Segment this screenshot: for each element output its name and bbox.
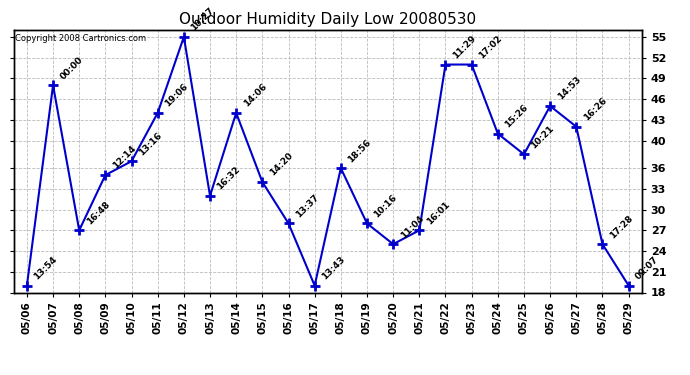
Text: 16:01: 16:01: [425, 200, 451, 226]
Text: 10:16: 10:16: [373, 193, 399, 219]
Text: 14:20: 14:20: [268, 151, 295, 178]
Text: 14:53: 14:53: [555, 75, 582, 102]
Text: 16:48: 16:48: [85, 200, 112, 226]
Text: 10:21: 10:21: [529, 124, 556, 150]
Text: 12:14: 12:14: [111, 144, 137, 171]
Text: 13:37: 13:37: [294, 192, 321, 219]
Text: 17:02: 17:02: [477, 34, 504, 60]
Text: 16:26: 16:26: [582, 96, 609, 123]
Text: 09:07: 09:07: [634, 255, 661, 281]
Text: 17:28: 17:28: [608, 213, 635, 240]
Title: Outdoor Humidity Daily Low 20080530: Outdoor Humidity Daily Low 20080530: [179, 12, 476, 27]
Text: 15:26: 15:26: [504, 103, 530, 129]
Text: 14:06: 14:06: [241, 82, 268, 109]
Text: 11:29: 11:29: [451, 34, 477, 60]
Text: 11:04: 11:04: [399, 213, 425, 240]
Text: 18:56: 18:56: [346, 137, 373, 164]
Text: 13:16: 13:16: [137, 130, 164, 157]
Text: 13:54: 13:54: [32, 255, 59, 281]
Text: 19:06: 19:06: [164, 82, 190, 109]
Text: 16:32: 16:32: [215, 165, 242, 192]
Text: 10:27: 10:27: [190, 6, 216, 33]
Text: 00:00: 00:00: [59, 55, 85, 81]
Text: 13:43: 13:43: [320, 255, 347, 281]
Text: Copyright 2008 Cartronics.com: Copyright 2008 Cartronics.com: [15, 34, 146, 43]
